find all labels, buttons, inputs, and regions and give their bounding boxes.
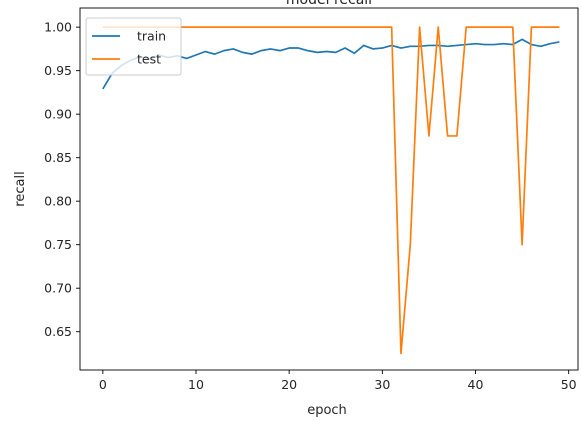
x-tick-label: 0 [99, 377, 107, 392]
y-tick-label: 0.70 [44, 281, 72, 296]
y-tick-label: 0.90 [44, 107, 72, 122]
y-tick-label: 0.95 [44, 63, 72, 78]
plot-frame [79, 7, 579, 371]
x-tick-label: 40 [468, 377, 484, 392]
legend: train test [85, 17, 182, 76]
series-layer [102, 26, 560, 355]
x-tick-label: 10 [188, 377, 204, 392]
legend-label-test: test [137, 52, 161, 67]
y-tick-label: 1.00 [44, 20, 72, 35]
x-tick-label: 20 [281, 377, 297, 392]
chart-title: model recall [286, 0, 372, 8]
x-axis-label: epoch [307, 403, 347, 418]
y-tick-label: 0.80 [44, 194, 72, 209]
legend-box [85, 17, 182, 76]
ticks-layer: 0 10 20 30 40 50 0.65 0.70 0.75 0.80 0.85 0.90 0.95 1… [44, 20, 577, 392]
series-line-test [102, 26, 560, 355]
legend-label-train: train [137, 29, 166, 44]
x-tick-label: 50 [561, 377, 577, 392]
y-axis-label: recall [13, 171, 28, 206]
y-tick-label: 0.85 [44, 150, 72, 165]
y-tick-label: 0.75 [44, 237, 72, 252]
y-tick-label: 0.65 [44, 324, 72, 339]
x-tick-label: 30 [374, 377, 390, 392]
